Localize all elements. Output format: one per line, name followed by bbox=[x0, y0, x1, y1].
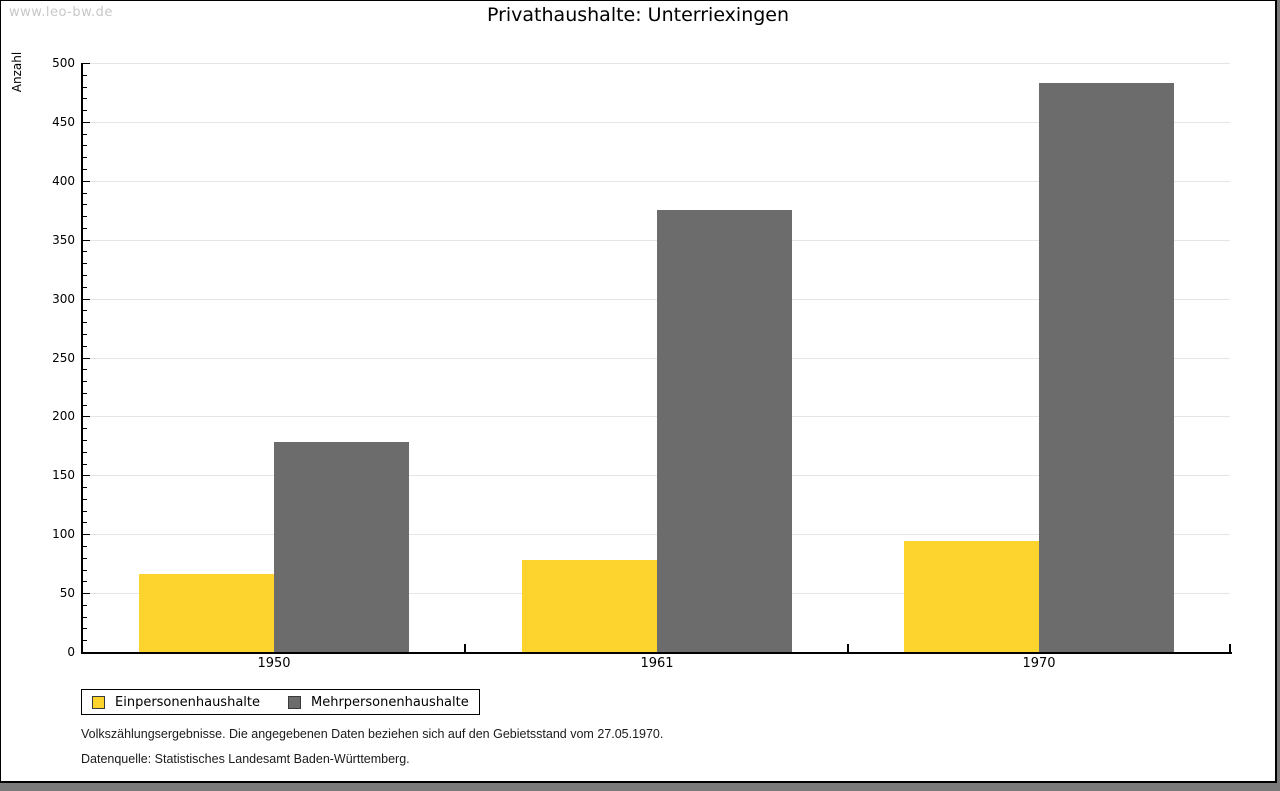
y-axis-line bbox=[81, 63, 83, 654]
y-tick-220 bbox=[83, 393, 87, 394]
y-tick-50 bbox=[83, 593, 90, 594]
y-tick-140 bbox=[83, 487, 87, 488]
y-tick-130 bbox=[83, 499, 87, 500]
bar-mehrpersonenhaushalte-1961 bbox=[657, 210, 792, 652]
y-tick-230 bbox=[83, 381, 87, 382]
y-tick-450 bbox=[83, 122, 90, 123]
gridline-100 bbox=[83, 534, 1230, 535]
y-tick-210 bbox=[83, 405, 87, 406]
legend-label-mehrpersonenhaushalte: Mehrpersonenhaushalte bbox=[311, 694, 469, 710]
y-tick-90 bbox=[83, 546, 87, 547]
y-tick-490 bbox=[83, 75, 87, 76]
legend-swatch-mehrpersonenhaushalte bbox=[288, 695, 301, 709]
y-tick-70 bbox=[83, 570, 87, 571]
y-tick-label-0: 0 bbox=[67, 645, 75, 659]
y-tick-180 bbox=[83, 440, 87, 441]
y-tick-300 bbox=[83, 299, 90, 300]
y-tick-label-500: 500 bbox=[52, 56, 75, 70]
y-tick-460 bbox=[83, 110, 87, 111]
y-tick-370 bbox=[83, 216, 87, 217]
legend: Einpersonenhaushalte Mehrpersonenhaushal… bbox=[81, 689, 480, 715]
bar-einpersonenhaushalte-1970 bbox=[904, 541, 1039, 652]
gridline-350 bbox=[83, 240, 1230, 241]
y-tick-500 bbox=[83, 63, 90, 64]
x-boundary-tick-2 bbox=[847, 644, 849, 652]
y-axis-title: Anzahl bbox=[10, 51, 24, 93]
y-tick-310 bbox=[83, 287, 87, 288]
gridline-500 bbox=[83, 63, 1230, 64]
y-tick-label-150: 150 bbox=[52, 468, 75, 482]
x-boundary-tick-1 bbox=[464, 644, 466, 652]
y-tick-20 bbox=[83, 628, 87, 629]
y-tick-60 bbox=[83, 581, 87, 582]
bar-mehrpersonenhaushalte-1970 bbox=[1039, 83, 1174, 652]
bar-mehrpersonenhaushalte-1950 bbox=[274, 442, 409, 652]
y-tick-label-200: 200 bbox=[52, 409, 75, 423]
y-tick-270 bbox=[83, 334, 87, 335]
y-tick-200 bbox=[83, 416, 90, 417]
legend-swatch-einpersonenhaushalte bbox=[92, 695, 105, 709]
x-boundary-tick-3 bbox=[1229, 644, 1231, 652]
y-tick-170 bbox=[83, 452, 87, 453]
y-tick-190 bbox=[83, 428, 87, 429]
y-tick-250 bbox=[83, 358, 90, 359]
y-tick-340 bbox=[83, 251, 87, 252]
y-tick-30 bbox=[83, 617, 87, 618]
watermark: www.leo-bw.de bbox=[9, 5, 113, 20]
y-tick-110 bbox=[83, 522, 87, 523]
y-tick-440 bbox=[83, 134, 87, 135]
y-tick-label-450: 450 bbox=[52, 115, 75, 129]
y-tick-480 bbox=[83, 87, 87, 88]
y-tick-380 bbox=[83, 204, 87, 205]
y-tick-390 bbox=[83, 193, 87, 194]
legend-label-einpersonenhaushalte: Einpersonenhaushalte bbox=[115, 694, 260, 710]
footnote-data-source: Datenquelle: Statistisches Landesamt Bad… bbox=[81, 752, 410, 766]
gridline-250 bbox=[83, 358, 1230, 359]
y-tick-160 bbox=[83, 464, 87, 465]
gridline-450 bbox=[83, 122, 1230, 123]
y-tick-120 bbox=[83, 511, 87, 512]
y-tick-410 bbox=[83, 169, 87, 170]
y-tick-10 bbox=[83, 640, 87, 641]
y-tick-label-250: 250 bbox=[52, 351, 75, 365]
y-tick-0 bbox=[83, 652, 90, 653]
y-tick-150 bbox=[83, 475, 90, 476]
y-tick-label-300: 300 bbox=[52, 292, 75, 306]
y-tick-470 bbox=[83, 98, 87, 99]
y-tick-label-350: 350 bbox=[52, 233, 75, 247]
gridline-300 bbox=[83, 299, 1230, 300]
y-tick-360 bbox=[83, 228, 87, 229]
y-tick-400 bbox=[83, 181, 90, 182]
y-tick-240 bbox=[83, 369, 87, 370]
y-tick-260 bbox=[83, 346, 87, 347]
y-tick-430 bbox=[83, 145, 87, 146]
y-tick-330 bbox=[83, 263, 87, 264]
y-tick-280 bbox=[83, 322, 87, 323]
y-tick-label-100: 100 bbox=[52, 527, 75, 541]
y-tick-label-400: 400 bbox=[52, 174, 75, 188]
y-tick-420 bbox=[83, 157, 87, 158]
x-tick-label-1961: 1961 bbox=[640, 656, 674, 671]
y-tick-label-50: 50 bbox=[59, 586, 75, 600]
y-tick-350 bbox=[83, 240, 90, 241]
gridline-150 bbox=[83, 475, 1230, 476]
x-axis-line bbox=[81, 652, 1232, 654]
y-tick-80 bbox=[83, 558, 87, 559]
y-tick-320 bbox=[83, 275, 87, 276]
y-tick-40 bbox=[83, 605, 87, 606]
footnote-source-note: Volkszählungsergebnisse. Die angegebenen… bbox=[81, 727, 664, 741]
x-tick-label-1970: 1970 bbox=[1022, 656, 1056, 671]
gridline-400 bbox=[83, 181, 1230, 182]
gridline-200 bbox=[83, 416, 1230, 417]
bar-einpersonenhaushalte-1961 bbox=[522, 560, 657, 652]
bar-einpersonenhaushalte-1950 bbox=[139, 574, 274, 652]
x-tick-label-1950: 1950 bbox=[257, 656, 291, 671]
y-tick-290 bbox=[83, 310, 87, 311]
y-tick-100 bbox=[83, 534, 90, 535]
chart-title: Privathaushalte: Unterriexingen bbox=[486, 4, 790, 26]
